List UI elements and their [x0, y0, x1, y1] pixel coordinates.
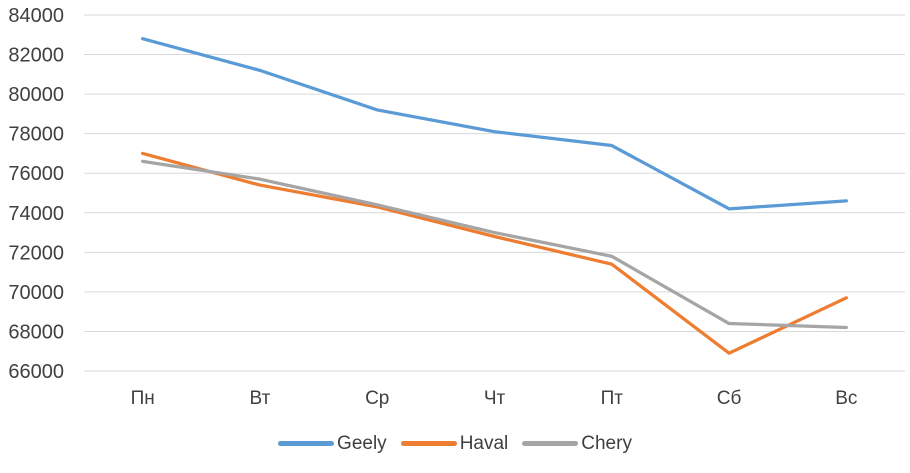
x-axis-tick-label: Вт: [250, 388, 271, 409]
x-axis-tick-label: Пт: [601, 388, 624, 409]
x-axis-tick-label: Пн: [131, 388, 155, 409]
legend-line-swatch: [278, 441, 335, 446]
y-axis-tick-label: 66000: [8, 361, 64, 383]
legend-label: Geely: [337, 433, 387, 454]
y-axis-tick-label: 72000: [8, 242, 64, 264]
y-axis-tick-label: 68000: [8, 321, 64, 343]
y-axis-labels: 66000 68000 70000 72000 74000 76000 78000 80000…: [8, 5, 64, 383]
legend-item-geely: Geely: [278, 434, 387, 453]
x-axis-tick-label: Ср: [365, 388, 389, 409]
legend-item-haval: Haval: [400, 433, 509, 454]
series-line-geely: [141, 37, 848, 211]
legend-label: Haval: [459, 433, 509, 454]
series-line-haval: [141, 151, 848, 355]
x-axis-labels: Пн Вт Ср Чт Пт Сб Вс: [131, 388, 858, 409]
y-axis-tick-label: 70000: [8, 282, 64, 304]
y-axis-tick-label: 80000: [8, 84, 64, 106]
x-axis-tick-label: Вс: [835, 388, 857, 409]
y-axis-tick-label: 76000: [8, 163, 64, 185]
gridlines: [84, 14, 905, 372]
x-axis-tick-label: Чт: [484, 388, 506, 409]
y-axis-tick-label: 84000: [8, 5, 64, 27]
x-axis-tick-label: Сб: [717, 388, 742, 409]
chart-legend: Geely Haval Chery: [0, 434, 910, 453]
y-axis-tick-label: 74000: [8, 203, 64, 225]
legend-item-chery: Chery: [522, 434, 632, 453]
legend-line-swatch: [522, 441, 579, 446]
y-axis-tick-label: 78000: [8, 124, 64, 146]
series-line-chery: [141, 159, 848, 330]
y-axis-tick-label: 82000: [8, 45, 64, 67]
legend-label: Chery: [581, 433, 632, 454]
legend-line-swatch: [400, 441, 457, 446]
series-lines: [141, 37, 848, 355]
